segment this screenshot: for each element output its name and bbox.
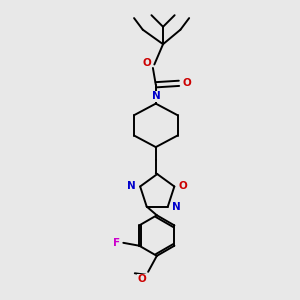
Text: N: N (127, 181, 136, 190)
Text: F: F (113, 238, 120, 248)
Text: N: N (152, 91, 161, 101)
Text: O: O (142, 58, 151, 68)
Text: O: O (178, 181, 187, 190)
Text: O: O (182, 78, 191, 88)
Text: O: O (138, 274, 147, 284)
Text: N: N (172, 202, 181, 212)
